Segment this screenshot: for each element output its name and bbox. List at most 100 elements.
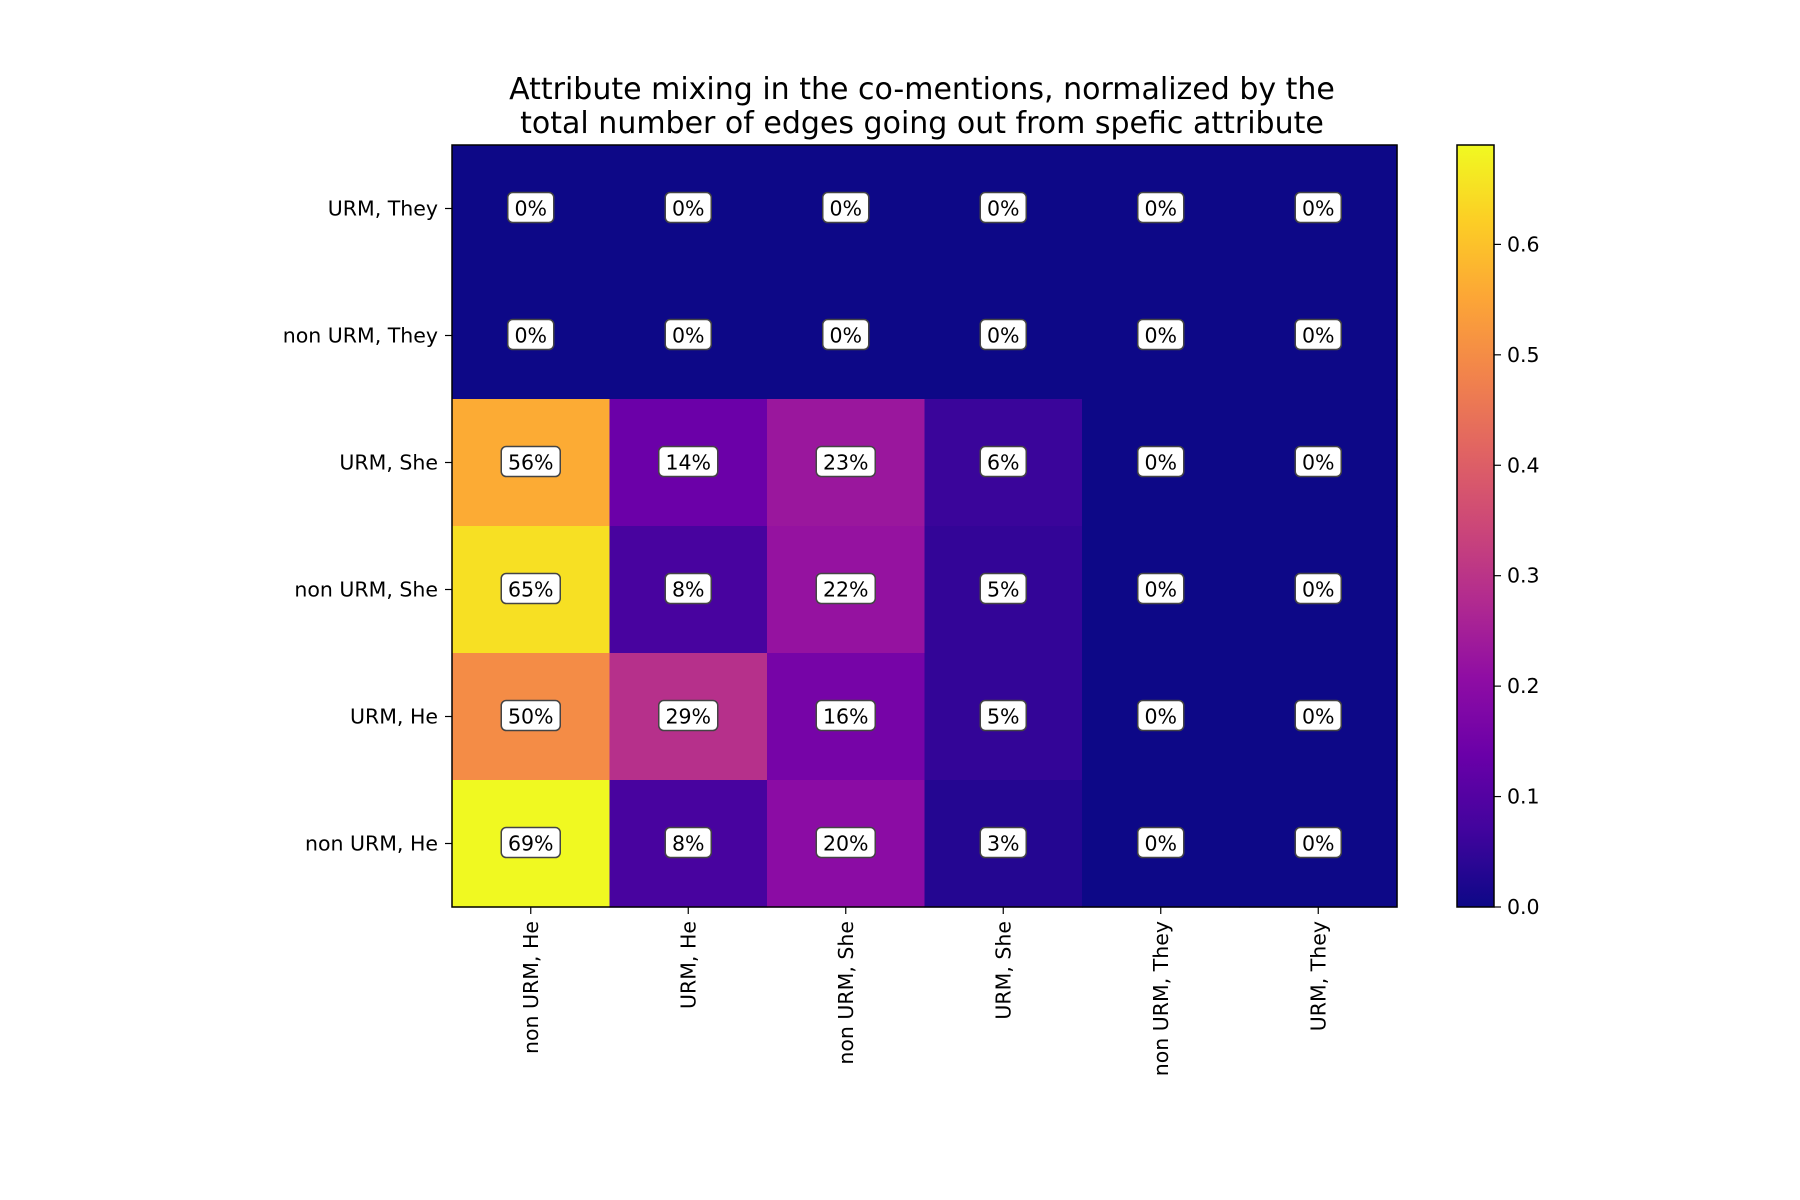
cell-label: 0% [1144, 451, 1177, 475]
cell-label-box [1294, 826, 1342, 859]
cell-label: 0% [987, 324, 1020, 348]
cell-label-box [500, 445, 561, 478]
cell-label-box [1137, 826, 1185, 859]
colorbar-tick-label: 0.5 [1507, 343, 1540, 367]
cell-label: 0% [672, 324, 705, 348]
cell-label-box [1137, 191, 1185, 224]
cell-label: 6% [987, 451, 1020, 475]
cell-label: 0% [1302, 832, 1335, 856]
cell-label-box [815, 826, 876, 859]
cell-label-box [507, 191, 555, 224]
cell-label: 23% [823, 451, 869, 475]
cell-label-box [822, 191, 870, 224]
x-tick-label: non URM, She [834, 921, 858, 1065]
cell-label: 69% [508, 832, 554, 856]
cell-label-box [500, 826, 561, 859]
cell-label: 8% [672, 578, 705, 602]
cell-label: 0% [1144, 705, 1177, 729]
cell-label-box [1137, 699, 1185, 732]
colorbar-tick-label: 0.2 [1507, 674, 1540, 698]
colorbar-tick-label: 0.1 [1507, 785, 1540, 809]
colorbar-tick-label: 0.6 [1507, 232, 1540, 256]
y-tick-label: non URM, He [305, 832, 438, 856]
cell-label: 5% [987, 578, 1020, 602]
cell-label-box [1294, 699, 1342, 732]
cell-label-box [815, 699, 876, 732]
cell-label: 5% [987, 705, 1020, 729]
cell-label-box [507, 318, 555, 351]
cell-label: 20% [823, 832, 869, 856]
cell-label: 56% [508, 451, 554, 475]
cell-label-box [658, 699, 719, 732]
y-tick-label: URM, She [339, 451, 438, 475]
cell-label: 0% [1302, 578, 1335, 602]
cell-label: 0% [987, 197, 1020, 221]
cell-label-box [979, 191, 1027, 224]
cell-label: 16% [823, 705, 869, 729]
cell-label: 50% [508, 705, 554, 729]
cell-label-box [979, 318, 1027, 351]
x-axis: non URM, He URM, He non URM, She URM, She no… [519, 907, 1330, 1076]
x-tick-label: URM, She [991, 921, 1015, 1020]
cell-label-box [815, 445, 876, 478]
cell-label: 0% [1302, 451, 1335, 475]
cell-label: 0% [672, 197, 705, 221]
y-tick-label: non URM, She [294, 578, 438, 602]
cell-label: 3% [987, 832, 1020, 856]
cell-label-box [1294, 191, 1342, 224]
cell-label: 14% [665, 451, 711, 475]
colorbar-axis: 0.0 0.1 0.2 0.3 0.4 0.5 0.6 [1494, 232, 1540, 919]
cell-label-box [1294, 572, 1342, 605]
cell-label: 0% [1144, 578, 1177, 602]
cell-label-box [664, 318, 712, 351]
x-tick-label: URM, He [676, 921, 700, 1009]
cell-label-box [822, 318, 870, 351]
cell-label: 0% [829, 324, 862, 348]
plot-frame [451, 144, 1398, 908]
cell-label: 0% [1144, 832, 1177, 856]
cell-label: 22% [823, 578, 869, 602]
cell-label-box [500, 572, 561, 605]
y-tick-label: URM, He [350, 705, 438, 729]
heatmap-cell-labels: 0% 0% 0% 0% 0% 0% 0% 0% 0% 0% 0% 0% 56% 14% 23% 6% 0% 0% 6… [500, 191, 1342, 859]
cell-label: 0% [1302, 705, 1335, 729]
cell-label-box [664, 191, 712, 224]
cell-label-box [1294, 318, 1342, 351]
colorbar-tick-label: 0.0 [1507, 895, 1540, 919]
cell-label: 0% [514, 197, 547, 221]
chart-title-line-2: total number of edges going out from spe… [520, 106, 1324, 141]
cell-label: 8% [672, 832, 705, 856]
cell-label-box [815, 572, 876, 605]
colorbar-tick-label: 0.3 [1507, 564, 1540, 588]
x-tick-label: non URM, They [1149, 921, 1173, 1076]
cell-label: 0% [1144, 324, 1177, 348]
x-tick-label: non URM, He [519, 921, 543, 1054]
y-tick-label: URM, They [328, 197, 438, 221]
colorbar-tick-label: 0.4 [1507, 453, 1540, 477]
cell-label: 0% [1144, 197, 1177, 221]
cell-label-box [979, 826, 1027, 859]
cell-label-box [979, 572, 1027, 605]
chart-title-line-1: Attribute mixing in the co-mentions, nor… [509, 72, 1335, 107]
cell-label-box [1294, 445, 1342, 478]
cell-label: 0% [514, 324, 547, 348]
cell-label-box [1137, 318, 1185, 351]
heatmap-cells [452, 145, 1398, 908]
cell-label-box [664, 572, 712, 605]
y-axis: URM, They non URM, They URM, She non URM, S… [283, 197, 452, 856]
cell-label: 65% [508, 578, 554, 602]
cell-label-box [1137, 445, 1185, 478]
x-tick-label: URM, They [1306, 921, 1330, 1031]
cell-label-box [1137, 572, 1185, 605]
y-tick-label: non URM, They [283, 324, 438, 348]
cell-label-box [658, 445, 719, 478]
chart-title: Attribute mixing in the co-mentions, nor… [509, 72, 1335, 141]
cell-label-box [979, 445, 1027, 478]
cell-label-box [664, 826, 712, 859]
cell-label: 29% [665, 705, 711, 729]
colorbar [1456, 144, 1495, 908]
cell-label: 0% [829, 197, 862, 221]
cell-label-box [500, 699, 561, 732]
cell-label-box [979, 699, 1027, 732]
